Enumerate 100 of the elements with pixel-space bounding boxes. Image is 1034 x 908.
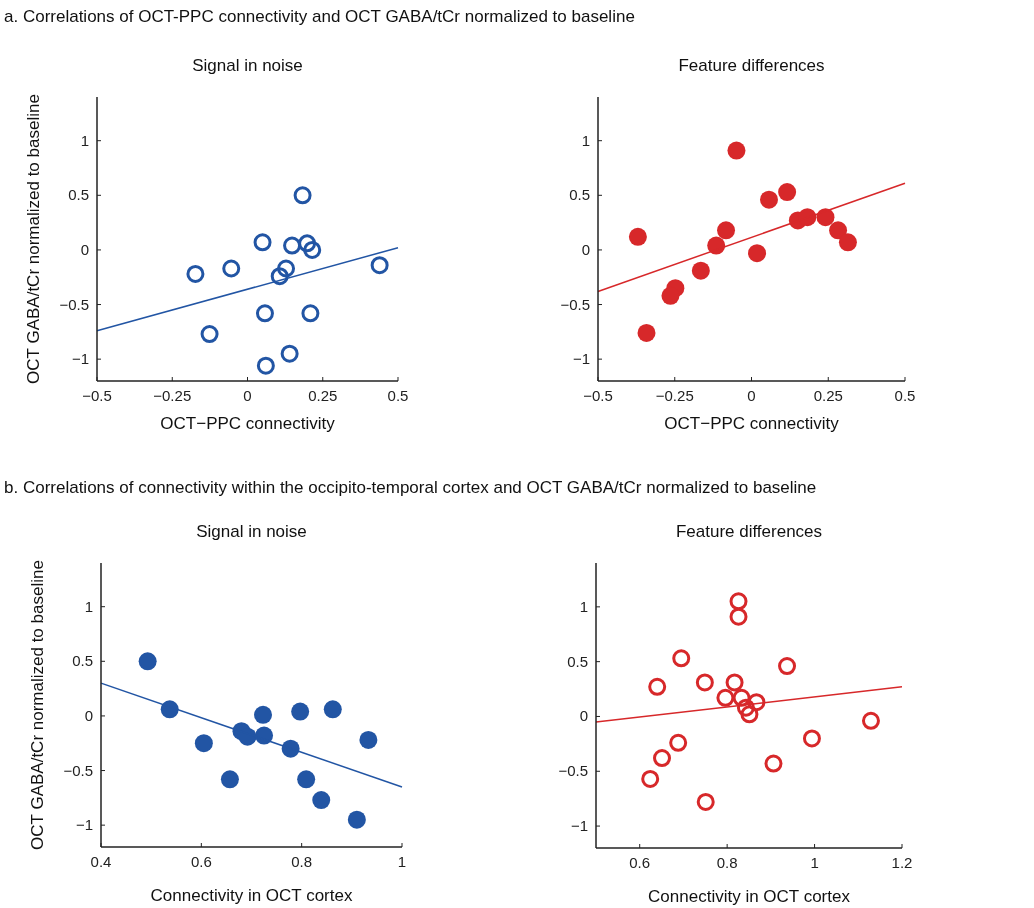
point: [298, 234, 317, 253]
point: [256, 356, 275, 375]
y-tick-label: 0: [579, 707, 588, 725]
point: [802, 729, 821, 748]
point: [653, 749, 672, 768]
x-tick-label: −0.25: [655, 387, 694, 404]
y-tick-label: −0.5: [560, 295, 590, 313]
y-tick-label: −0.5: [558, 762, 588, 780]
chart-title: Signal in noise: [196, 522, 307, 541]
point: [312, 791, 331, 810]
point: [347, 810, 366, 829]
x-tick-label: 0.4: [90, 853, 112, 870]
point: [641, 769, 660, 788]
point: [293, 186, 312, 205]
point: [222, 259, 241, 278]
point: [747, 693, 766, 712]
point: [717, 221, 736, 240]
point: [297, 770, 316, 789]
y-tick-label: 0.5: [569, 186, 590, 204]
y-tick-label: −1: [572, 350, 590, 368]
point: [760, 190, 778, 209]
point: [691, 261, 710, 280]
y-tick-label: −0.5: [59, 295, 89, 313]
point: [280, 344, 299, 363]
point: [303, 240, 322, 259]
x-tick-label: 0.25: [813, 387, 843, 404]
x-tick-label: 0.6: [190, 853, 212, 870]
x-tick-label: 0.25: [308, 387, 338, 404]
point: [829, 221, 848, 240]
y-tick-label: −1: [71, 350, 89, 368]
point: [200, 325, 219, 344]
y-tick-label: 1: [84, 597, 93, 615]
point: [277, 259, 296, 278]
point: [359, 730, 378, 749]
x-axis-title: Connectivity in OCT cortex: [648, 887, 851, 906]
y-axis-title: OCT GABA/tCr normalized to baseline: [28, 560, 47, 850]
point: [301, 304, 320, 323]
y-tick-label: 0.5: [72, 652, 93, 670]
y-tick-label: 0: [80, 240, 89, 258]
x-axis-title: OCT−PPC connectivity: [664, 414, 840, 433]
point: [637, 323, 656, 342]
point: [764, 754, 783, 773]
x-tick-label: 0.8: [716, 854, 738, 871]
point: [253, 233, 272, 252]
y-tick-label: 0: [581, 240, 590, 258]
y-tick-label: 0.5: [567, 652, 588, 670]
x-tick-label: −0.25: [153, 387, 192, 404]
point: [323, 700, 342, 719]
x-tick-label: 1.2: [891, 854, 913, 871]
x-tick-label: 0: [243, 387, 252, 404]
text: b. Correlations of connectivity within the occipito-temporal cortex and OCT GABA/tCr normalized to baseline: [4, 478, 817, 497]
point: [716, 688, 735, 707]
y-tick-label: −0.5: [63, 761, 93, 779]
point: [291, 702, 310, 721]
point: [695, 673, 714, 692]
y-tick-label: −1: [75, 816, 93, 834]
y-axis-title: OCT GABA/tCr normalized to baseline: [24, 94, 43, 384]
point: [661, 286, 680, 305]
point: [696, 792, 715, 811]
point: [669, 733, 688, 752]
point: [628, 227, 647, 246]
x-tick-label: 0.5: [387, 387, 409, 404]
point: [370, 256, 389, 275]
point: [672, 649, 691, 668]
point: [270, 267, 289, 286]
point: [861, 711, 880, 730]
chart-title: Feature differences: [675, 522, 823, 541]
point: [732, 688, 751, 707]
x-tick-label: 1: [397, 853, 407, 870]
x-axis-title: Connectivity in OCT cortex: [150, 886, 353, 905]
x-axis-title: OCT−PPC connectivity: [160, 414, 336, 433]
point: [736, 698, 755, 717]
point: [778, 183, 797, 202]
point: [220, 770, 239, 789]
y-tick-label: −1: [570, 817, 588, 835]
y-tick-label: 0.5: [68, 186, 89, 204]
chart-title: Feature differences: [678, 56, 825, 75]
y-tick-label: 0: [84, 706, 93, 724]
text: a. Correlations of OCT-PPC connectivity and OCT GABA/tCr normalized to baseline: [4, 7, 635, 26]
y-tick-label: 1: [80, 131, 89, 149]
x-tick-label: 0.6: [629, 854, 651, 871]
x-tick-label: 0: [747, 387, 756, 404]
x-tick-label: 0.5: [894, 387, 916, 404]
point: [725, 673, 744, 692]
point: [729, 592, 748, 611]
point: [740, 705, 759, 724]
point: [138, 652, 157, 671]
x-tick-label: 1: [810, 854, 819, 871]
point: [648, 677, 667, 696]
point: [254, 705, 273, 724]
x-tick-label: 0.8: [291, 853, 313, 870]
point: [729, 607, 748, 626]
y-tick-label: 1: [579, 597, 588, 615]
point: [255, 304, 274, 323]
chart-title: Signal in noise: [192, 56, 303, 75]
point: [194, 734, 213, 753]
point: [778, 657, 797, 676]
y-tick-label: 1: [581, 131, 590, 149]
point: [838, 233, 857, 252]
point: [727, 141, 746, 160]
